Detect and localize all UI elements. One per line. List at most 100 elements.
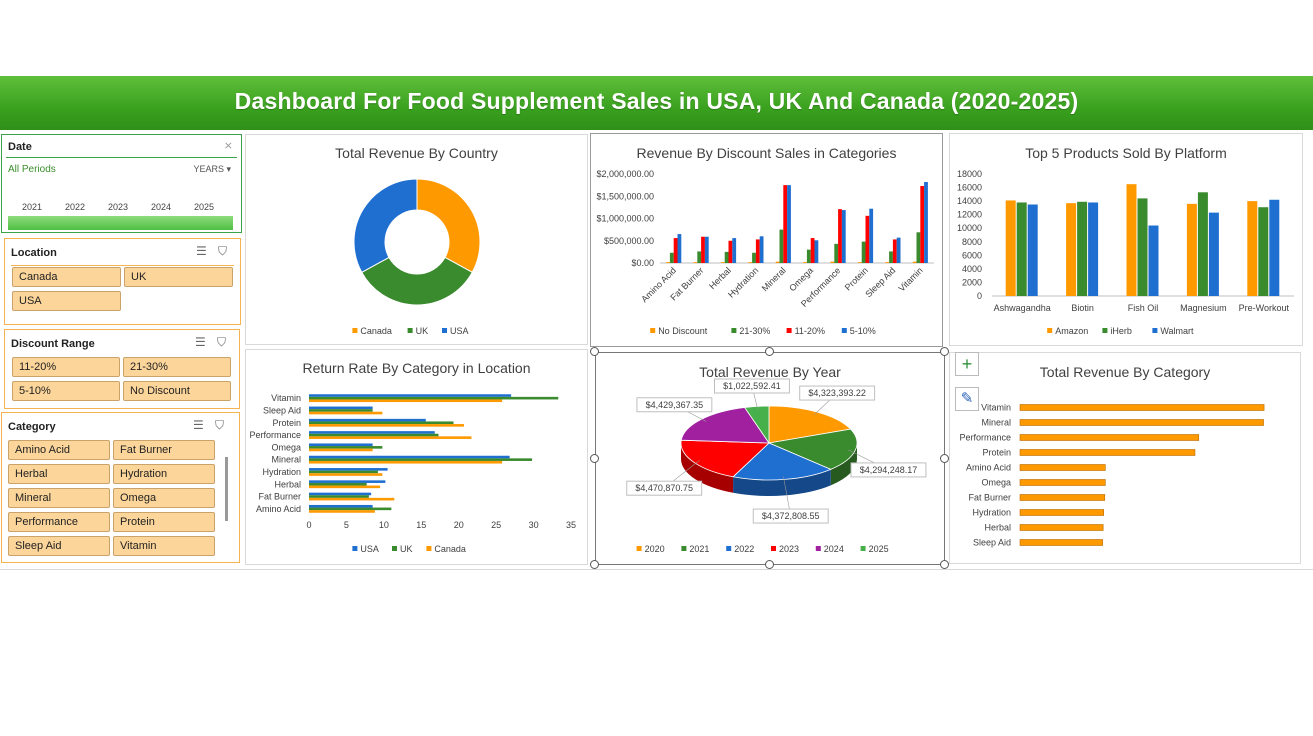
y-tick-label: 4000 (962, 264, 982, 274)
revenue-by-country-chart[interactable]: Total Revenue By Country Canada UK USA (245, 134, 588, 345)
y-tick-label: $1,000,000.00 (596, 214, 654, 224)
y-tick-label: 6000 (962, 250, 982, 260)
column-bar (1066, 203, 1077, 296)
column-bar (1005, 200, 1016, 296)
resize-handle[interactable] (940, 560, 949, 569)
bar (309, 480, 386, 483)
slicer-item-uk[interactable]: UK (124, 267, 233, 287)
resize-handle[interactable] (940, 454, 949, 463)
date-timeline-slicer[interactable]: Date ⨯ All Periods YEARS ▾ 2021 2022 202… (1, 134, 242, 233)
column-bar (1088, 202, 1099, 296)
return-rate-chart[interactable]: Return Rate By Category in Location 0 5 10… (245, 349, 588, 565)
slicer-item-protein[interactable]: Protein (113, 512, 215, 532)
resize-handle[interactable] (940, 347, 949, 356)
slicer-item-mineral[interactable]: Mineral (8, 488, 110, 508)
slicer-item-performance[interactable]: Performance (8, 512, 110, 532)
slicer-item-5-10[interactable]: 5-10% (12, 381, 120, 401)
legend-label: Canada (360, 326, 392, 336)
year-label: 2021 (22, 202, 43, 212)
multi-select-icon[interactable]: ☰ (195, 335, 206, 349)
pie-side (681, 443, 734, 493)
column-bar (916, 232, 921, 263)
x-tick-label: Vitamin (897, 265, 925, 293)
legend-swatch (1152, 328, 1158, 333)
resize-handle[interactable] (590, 347, 599, 356)
legend-label: Canada (434, 544, 466, 554)
timeline-selection-bar[interactable] (8, 216, 233, 230)
resize-handle[interactable] (590, 454, 599, 463)
x-tick-label: Ashwagandha (994, 303, 1051, 313)
bar (1019, 494, 1106, 501)
year-label: 2024 (151, 202, 172, 212)
slicer-item-sleep-aid[interactable]: Sleep Aid (8, 536, 110, 556)
multi-select-icon[interactable]: ☰ (193, 418, 204, 432)
bar (309, 485, 381, 489)
y-tick-label: Herbal (274, 479, 301, 489)
chart-styles-brush-icon[interactable]: ✎ (955, 387, 979, 411)
x-tick-label: Hydration (726, 265, 760, 299)
clear-filter-icon[interactable]: ⛉ (217, 335, 227, 349)
column-bar (669, 252, 674, 263)
revenue-by-category-chart[interactable]: Total Revenue By Category Vitamin Mineral… (949, 352, 1301, 564)
slicer-item-canada[interactable]: Canada (12, 267, 121, 287)
legend-label: UK (400, 544, 413, 554)
date-slicer-header: Date (8, 141, 32, 153)
slicer-item-hydration[interactable]: Hydration (113, 464, 215, 484)
slicer-item-usa[interactable]: USA (12, 291, 121, 311)
pie-chart-svg: $4,323,393.22 $4,294,248.17 $4,372,808.55 $… (626, 378, 927, 554)
legend-label: No Discount (658, 326, 708, 336)
column-bar (1137, 198, 1148, 296)
column-bar (775, 261, 780, 263)
column-bar (1126, 184, 1137, 296)
chart-elements-button[interactable]: + (955, 352, 979, 376)
x-tick-label: 35 (566, 520, 576, 530)
donut-slice (416, 178, 481, 274)
legend-swatch (426, 546, 432, 551)
slicer-item-fat-burner[interactable]: Fat Burner (113, 440, 215, 460)
pie-slice (680, 439, 770, 478)
column-chart-svg: $0.00 $500,000.00 $1,000,000.00 $1,500,000.… (596, 169, 934, 336)
all-periods-label: All Periods (8, 164, 56, 175)
y-tick-label: Fat Burner (968, 493, 1011, 503)
y-tick-label: Protein (272, 418, 301, 428)
column-bar (1027, 204, 1038, 296)
bar (309, 436, 472, 439)
revenue-by-discount-chart[interactable]: Revenue By Discount Sales in Categories … (590, 133, 943, 347)
revenue-by-year-chart[interactable]: Total Revenue By Year $4,323,393.22 $4,29… (595, 352, 945, 565)
clear-filter-icon[interactable]: ⨯ (223, 140, 233, 152)
slicer-item-omega[interactable]: Omega (113, 488, 215, 508)
bar (309, 510, 375, 513)
clear-filter-icon[interactable]: ⛉ (218, 244, 228, 258)
time-level-dropdown[interactable]: YEARS ▾ (193, 164, 231, 174)
donut-slice (353, 178, 418, 274)
y-tick-label: Fat Burner (258, 492, 301, 502)
resize-handle[interactable] (590, 560, 599, 569)
y-tick-label: $0.00 (631, 258, 654, 268)
slicer-item-herbal[interactable]: Herbal (8, 464, 110, 484)
chart-title: Total Revenue By Year (699, 364, 841, 380)
multi-select-icon[interactable]: ☰ (196, 244, 207, 258)
column-bar (861, 241, 866, 263)
slicer-scrollbar[interactable] (225, 457, 228, 521)
y-tick-label: Omega (981, 478, 1011, 488)
bar (309, 443, 373, 447)
slicer-item-no-discount[interactable]: No Discount (123, 381, 231, 401)
top-products-platform-chart[interactable]: Top 5 Products Sold By Platform 0 2000 400… (949, 133, 1303, 346)
x-tick-label: Mineral (760, 265, 788, 293)
clear-filter-icon[interactable]: ⛉ (215, 418, 225, 432)
column-bar (806, 249, 811, 263)
resize-handle[interactable] (765, 560, 774, 569)
bar (1019, 524, 1104, 531)
column-bar (1186, 203, 1197, 296)
year-label: 2022 (65, 202, 86, 212)
bar (309, 473, 383, 476)
slicer-item-vitamin[interactable]: Vitamin (113, 536, 215, 556)
slicer-item-11-20[interactable]: 11-20% (12, 357, 120, 377)
column-bar (1077, 201, 1088, 296)
legend-swatch (726, 546, 732, 551)
discount-range-slicer: Discount Range ☰ ⛉ 11-20% 21-30% 5-10% N… (4, 329, 240, 409)
slicer-item-21-30[interactable]: 21-30% (123, 357, 231, 377)
bar (309, 446, 383, 449)
resize-handle[interactable] (765, 347, 774, 356)
slicer-item-amino-acid[interactable]: Amino Acid (8, 440, 110, 460)
